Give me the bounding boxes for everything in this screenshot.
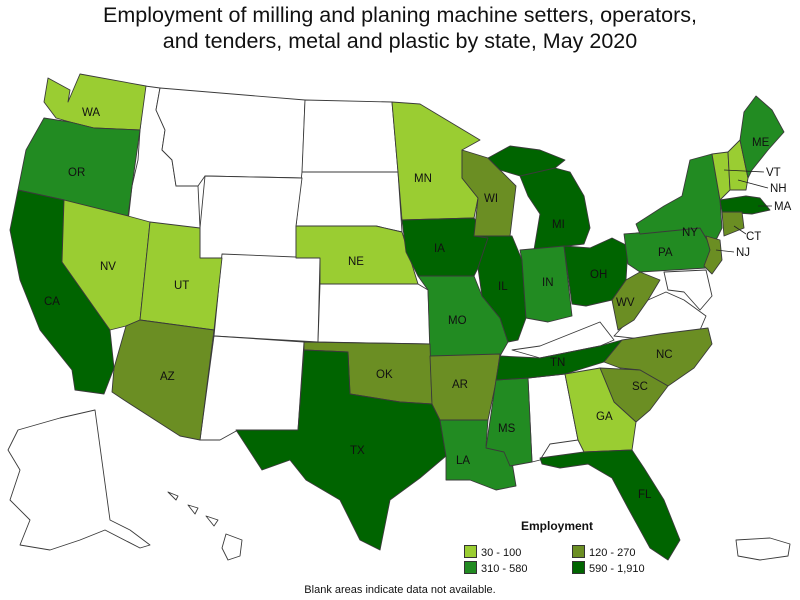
state-CO[interactable] bbox=[213, 253, 321, 343]
label-MI: MI bbox=[552, 219, 565, 231]
state-ME[interactable] bbox=[739, 95, 785, 179]
state-WV[interactable] bbox=[611, 271, 661, 331]
state-GA[interactable] bbox=[564, 367, 637, 453]
legend-label: 590 - 1,910 bbox=[589, 563, 645, 575]
state-NH[interactable] bbox=[727, 139, 749, 191]
state-KS[interactable] bbox=[317, 283, 431, 345]
legend-swatch bbox=[464, 545, 477, 558]
label-AR: AR bbox=[452, 379, 468, 391]
state-NC[interactable] bbox=[603, 327, 713, 387]
state-MA[interactable] bbox=[719, 195, 771, 215]
label-ME: ME bbox=[752, 137, 770, 149]
label-SC: SC bbox=[632, 381, 648, 393]
state-NE[interactable] bbox=[295, 225, 419, 285]
label-CA: CA bbox=[44, 296, 60, 308]
label-VT: VT bbox=[766, 167, 781, 179]
legend-title: Employment bbox=[521, 519, 594, 533]
label-CT: CT bbox=[746, 231, 761, 243]
state-MI[interactable] bbox=[487, 145, 591, 251]
state-MT[interactable] bbox=[155, 87, 306, 187]
label-NH: NH bbox=[770, 183, 787, 195]
label-NV: NV bbox=[100, 261, 116, 273]
data-states bbox=[9, 73, 785, 561]
legend-item: 120 - 270 bbox=[572, 545, 635, 559]
label-MN: MN bbox=[414, 173, 432, 185]
label-FL: FL bbox=[638, 489, 652, 501]
label-NY: NY bbox=[682, 227, 698, 239]
legend-swatch bbox=[572, 545, 585, 558]
label-WA: WA bbox=[82, 107, 100, 119]
legend-item: 30 - 100 bbox=[464, 545, 521, 559]
label-OK: OK bbox=[376, 369, 393, 381]
state-ND[interactable] bbox=[301, 99, 399, 173]
state-AZ[interactable] bbox=[111, 319, 215, 441]
state-SD[interactable] bbox=[295, 171, 403, 233]
label-LA: LA bbox=[456, 455, 470, 467]
state-WY[interactable] bbox=[199, 175, 303, 263]
label-NJ: NJ bbox=[736, 247, 750, 259]
label-WI: WI bbox=[484, 193, 498, 205]
label-MS: MS bbox=[498, 423, 516, 435]
territory-PR[interactable] bbox=[735, 537, 791, 561]
state-labels: WA OR CA NV UT AZ NE MN IA MO OK TX AR L… bbox=[44, 107, 792, 501]
label-NC: NC bbox=[656, 349, 673, 361]
label-MO: MO bbox=[448, 315, 467, 327]
legend-label: 310 - 580 bbox=[481, 563, 528, 575]
label-UT: UT bbox=[174, 280, 189, 292]
state-LA[interactable] bbox=[439, 419, 517, 491]
legend-item: 310 - 580 bbox=[464, 561, 527, 575]
label-NE: NE bbox=[348, 256, 364, 268]
label-TN: TN bbox=[550, 357, 565, 369]
legend-label: 30 - 100 bbox=[481, 547, 522, 559]
label-GA: GA bbox=[596, 411, 613, 423]
state-OR[interactable] bbox=[17, 117, 141, 217]
label-OH: OH bbox=[590, 269, 607, 281]
state-FL[interactable] bbox=[539, 449, 681, 561]
legend-swatch bbox=[464, 561, 477, 574]
map-title: Employment of milling and planing machin… bbox=[0, 2, 800, 54]
state-NM[interactable] bbox=[199, 335, 305, 441]
label-MA: MA bbox=[774, 201, 792, 213]
legend-swatch bbox=[572, 561, 585, 574]
label-leader-lines bbox=[715, 169, 772, 253]
state-HI[interactable] bbox=[167, 491, 243, 561]
label-WV: WV bbox=[616, 297, 635, 309]
legend-label: 120 - 270 bbox=[589, 547, 636, 559]
footnote: Blank areas indicate data not available. bbox=[304, 584, 496, 596]
legend-item: 590 - 1,910 bbox=[572, 561, 645, 575]
no-data-states bbox=[7, 85, 791, 561]
label-OR: OR bbox=[68, 167, 85, 179]
title-line-2: and tenders, metal and plastic by state,… bbox=[162, 29, 638, 53]
label-AZ: AZ bbox=[160, 371, 175, 383]
label-TX: TX bbox=[350, 445, 365, 457]
state-MD-DE[interactable] bbox=[663, 269, 713, 311]
state-CT[interactable] bbox=[721, 211, 745, 237]
state-AK[interactable] bbox=[7, 409, 151, 551]
state-TX[interactable] bbox=[235, 349, 447, 551]
label-IN: IN bbox=[542, 277, 554, 289]
state-NJ[interactable] bbox=[703, 235, 723, 275]
label-IL: IL bbox=[498, 281, 508, 293]
state-IL[interactable] bbox=[473, 235, 527, 343]
label-IA: IA bbox=[434, 243, 445, 255]
title-line-1: Employment of milling and planing machin… bbox=[103, 3, 697, 27]
label-PA: PA bbox=[658, 247, 673, 259]
